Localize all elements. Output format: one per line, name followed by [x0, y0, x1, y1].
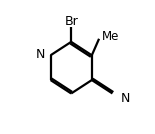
Text: Br: Br [64, 15, 78, 28]
Text: N: N [121, 92, 130, 105]
Text: N: N [36, 48, 45, 61]
Text: Me: Me [102, 30, 120, 43]
